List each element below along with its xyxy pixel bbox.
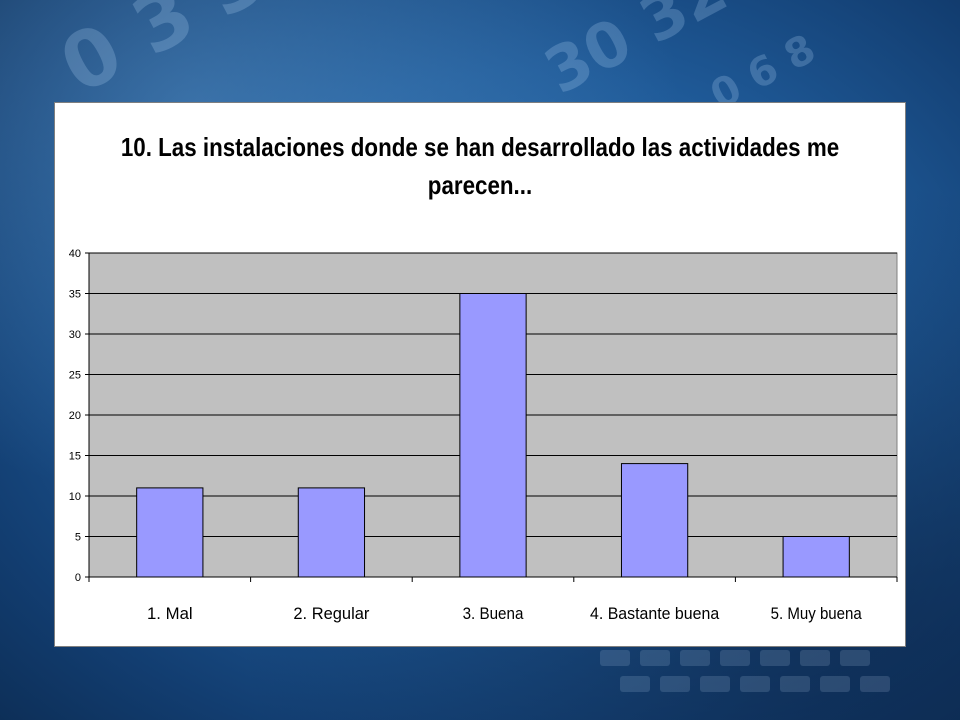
x-tick-label: 1. Mal [147, 604, 193, 623]
y-tick-label: 10 [69, 491, 81, 503]
y-tick-label: 35 [69, 289, 81, 301]
bar [136, 487, 204, 578]
x-tick-label: 2. Regular [293, 604, 369, 623]
y-tick-label: 40 [69, 248, 81, 260]
bar [459, 293, 527, 578]
y-tick-label: 15 [69, 451, 81, 463]
y-tick-label: 0 [75, 572, 81, 584]
chart-title: 10. Las instalaciones donde se han desar… [120, 132, 840, 200]
y-tick-label: 20 [69, 410, 81, 422]
y-tick-label: 30 [69, 329, 81, 341]
y-tick-label: 5 [75, 532, 81, 544]
x-tick-label: 4. Bastante buena [590, 604, 720, 623]
x-tick-label: 5. Muy buena [771, 604, 863, 623]
bar [620, 463, 689, 578]
y-tick-label: 25 [69, 370, 81, 382]
bar [782, 536, 850, 578]
bar [297, 487, 366, 578]
x-tick-label: 3. Buena [463, 604, 524, 623]
